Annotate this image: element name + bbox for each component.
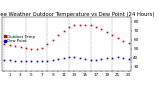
Title: Milwaukee Weather Outdoor Temperature vs Dew Point (24 Hours): Milwaukee Weather Outdoor Temperature vs… — [0, 12, 154, 17]
Legend: Outdoor Temp, Dew Point: Outdoor Temp, Dew Point — [4, 34, 35, 44]
